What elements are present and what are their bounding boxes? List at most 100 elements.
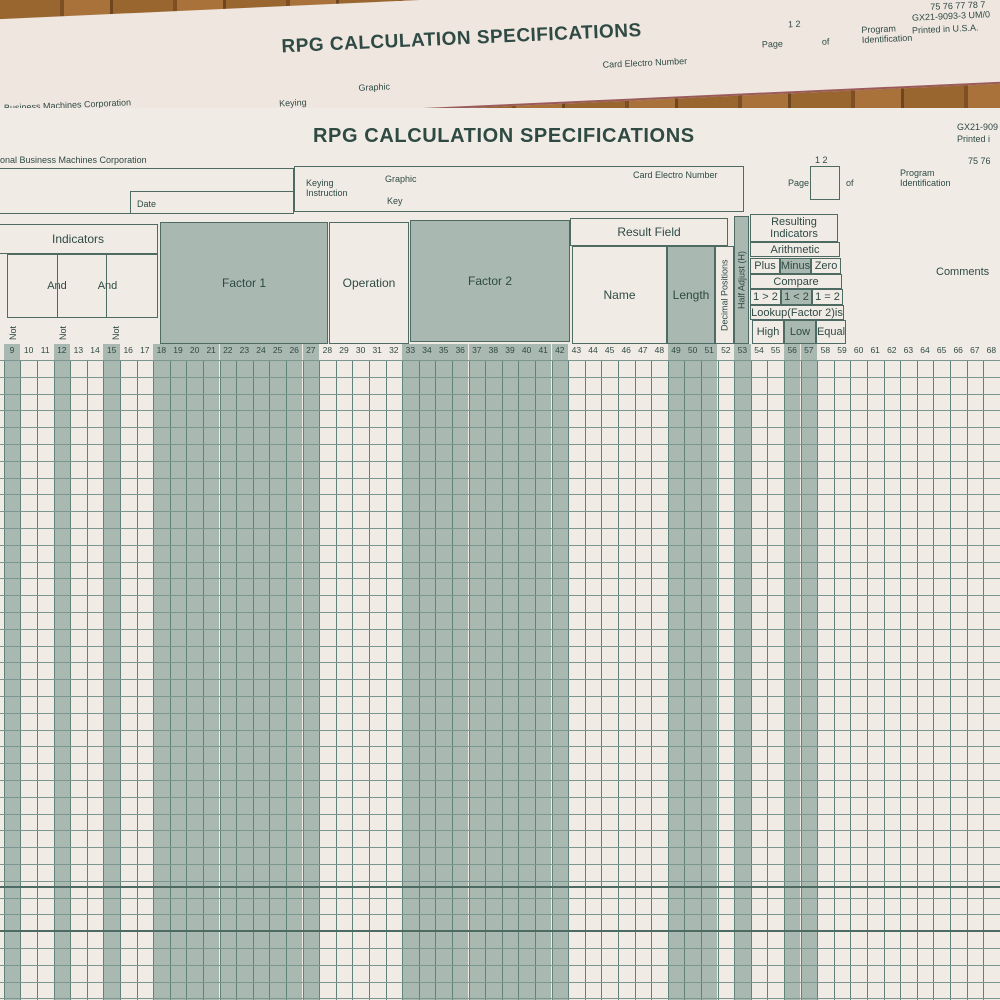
shaded-column bbox=[285, 344, 303, 1000]
grid-row-line bbox=[0, 393, 1000, 395]
page-box[interactable] bbox=[810, 166, 840, 200]
column-number: 40 bbox=[521, 345, 532, 355]
grid-row-line bbox=[0, 763, 1000, 765]
grid-row-line bbox=[0, 696, 1000, 697]
grid-row-line bbox=[0, 628, 1000, 630]
grid-row-line bbox=[0, 528, 1000, 529]
column-number: 16 bbox=[123, 345, 133, 355]
column-number: 17 bbox=[140, 345, 150, 355]
column-number: 25 bbox=[272, 345, 283, 355]
grid-row-line bbox=[0, 897, 1000, 899]
grid-row-line bbox=[0, 444, 1000, 445]
column-number: 47 bbox=[638, 345, 648, 355]
keying-box bbox=[294, 166, 744, 212]
column-number: 27 bbox=[306, 345, 316, 355]
column-number: 58 bbox=[820, 345, 831, 355]
grid-row-line bbox=[0, 511, 1000, 513]
column-number: 39 bbox=[505, 345, 515, 355]
grid-row-line bbox=[0, 880, 1000, 882]
back-title: RPG CALCULATION SPECIFICATIONS bbox=[281, 20, 643, 58]
column-number: 51 bbox=[704, 345, 714, 355]
column-number: 57 bbox=[804, 345, 814, 355]
zero-header: Zero bbox=[811, 258, 841, 274]
result-field-header: Result Field bbox=[570, 218, 728, 246]
indicators-header: Indicators bbox=[0, 224, 158, 254]
date-label: Date bbox=[137, 199, 157, 209]
back-id-columns: 75 76 77 78 7 bbox=[930, 0, 986, 12]
shaded-column bbox=[734, 344, 751, 1000]
back-graphic: Graphic bbox=[358, 81, 391, 93]
grid-row-line bbox=[0, 847, 1000, 849]
column-number: 37 bbox=[472, 345, 482, 355]
shaded-column bbox=[451, 344, 469, 1000]
column-number: 53 bbox=[737, 345, 748, 355]
shaded-column bbox=[435, 344, 452, 1000]
keying-label: Keying Instruction bbox=[306, 178, 348, 198]
grid-row-line bbox=[0, 746, 1000, 748]
column-number: 54 bbox=[754, 345, 764, 355]
column-number: 11 bbox=[40, 345, 50, 355]
column-number: 66 bbox=[953, 345, 963, 355]
shaded-column bbox=[501, 344, 519, 1000]
column-number: 29 bbox=[339, 345, 349, 355]
back-card-electro: Card Electro Number bbox=[602, 55, 688, 70]
front-form-sheet: RPG CALCULATION SPECIFICATIONS onal Busi… bbox=[0, 108, 1000, 1000]
grid-row-line bbox=[0, 998, 1000, 1000]
minus-header: Minus bbox=[780, 258, 811, 274]
and-header-2: And bbox=[57, 254, 158, 318]
grid-row-line bbox=[0, 712, 1000, 714]
shaded-column bbox=[219, 344, 237, 1000]
printed-label: Printed i bbox=[957, 134, 991, 144]
grid-row-line bbox=[0, 914, 1000, 916]
back-program-id: Program Identification bbox=[861, 23, 913, 46]
decimal-positions-header: Decimal Positions bbox=[715, 246, 734, 344]
shaded-column bbox=[700, 344, 718, 1000]
column-number: 42 bbox=[555, 345, 565, 355]
column-number: 49 bbox=[671, 345, 681, 355]
grid-row-line bbox=[0, 477, 1000, 479]
compare-header: Compare bbox=[750, 274, 842, 289]
key-label: Key bbox=[387, 196, 403, 206]
column-number: 60 bbox=[853, 345, 864, 355]
column-number: 14 bbox=[90, 345, 100, 355]
column-number: 15 bbox=[106, 345, 117, 355]
grid-row-line bbox=[0, 813, 1000, 815]
column-number: 65 bbox=[936, 345, 947, 355]
shaded-column bbox=[202, 344, 220, 1000]
shaded-column bbox=[667, 344, 685, 1000]
grid-row-line bbox=[0, 981, 1000, 983]
factor1-header: Factor 1 bbox=[160, 222, 328, 344]
page-digits: 1 2 bbox=[815, 155, 828, 165]
eq-header: 1 = 2 bbox=[812, 289, 843, 305]
shaded-column bbox=[252, 344, 270, 1000]
shaded-column bbox=[236, 344, 253, 1000]
column-number: 63 bbox=[903, 345, 914, 355]
column-number: 50 bbox=[687, 345, 698, 355]
date-box bbox=[130, 191, 294, 214]
grid-row-line bbox=[0, 376, 1000, 378]
shaded-column bbox=[534, 344, 552, 1000]
column-number: 62 bbox=[887, 345, 897, 355]
column-number: 31 bbox=[372, 345, 382, 355]
column-number: 22 bbox=[223, 345, 233, 355]
high-header: High bbox=[752, 320, 784, 344]
back-of: of bbox=[821, 36, 830, 47]
grid-row-line bbox=[0, 729, 1000, 731]
of-label: of bbox=[846, 178, 854, 188]
shaded-column bbox=[186, 344, 203, 1000]
column-number: 55 bbox=[770, 345, 781, 355]
column-number: 23 bbox=[239, 345, 250, 355]
column-number: 13 bbox=[73, 345, 84, 355]
back-page-digits: 1 2 bbox=[787, 18, 801, 30]
form-number: GX21-909 bbox=[957, 122, 999, 132]
id-columns: 75 76 bbox=[968, 156, 991, 166]
operation-header: Operation bbox=[329, 222, 409, 344]
lt-header: 1 < 2 bbox=[781, 289, 812, 305]
column-number: 24 bbox=[256, 345, 266, 355]
shaded-column bbox=[153, 344, 170, 1000]
column-number: 35 bbox=[438, 345, 449, 355]
column-number: 10 bbox=[23, 345, 34, 355]
shaded-column bbox=[269, 344, 286, 1000]
grid-divider bbox=[0, 930, 1000, 932]
column-number: 61 bbox=[870, 345, 880, 355]
